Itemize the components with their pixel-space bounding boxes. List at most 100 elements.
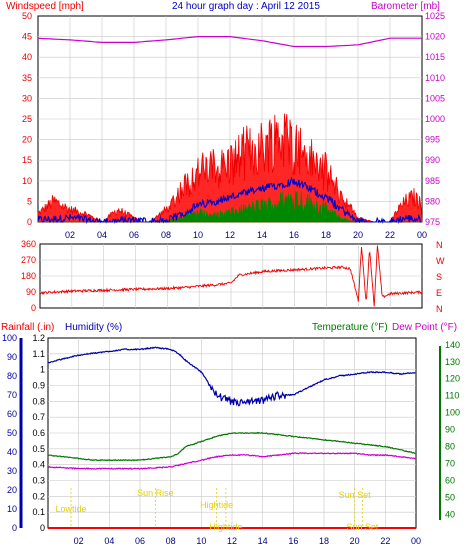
hour-tick-label: 20	[350, 536, 360, 546]
direction-degree-tick-label: 0	[31, 303, 36, 313]
barometer-series-line	[37, 36, 422, 48]
temperature-axis-label: Temperature (°F)	[312, 322, 388, 333]
hour-tick-label: 22	[380, 536, 390, 546]
hour-tick-label: 08	[166, 536, 176, 546]
temperature-tick-label: 40	[445, 509, 455, 519]
temperature-tick-label: 60	[445, 476, 455, 486]
rainfall-tick-label: 1	[40, 365, 45, 375]
hour-tick-label: 18	[319, 536, 329, 546]
event-annotation-label: Hightide	[209, 522, 242, 532]
direction-degree-tick-label: 180	[21, 271, 36, 281]
hour-tick-label: 10	[193, 230, 203, 240]
rainfall-tick-label: 0.3	[32, 476, 45, 486]
dewpoint-series-line	[47, 452, 416, 470]
temperature-tick-label: 140	[445, 340, 460, 350]
windspeed-tick-label: 35	[22, 73, 32, 83]
humidity-tick-label: 70	[7, 390, 17, 400]
barometer-tick-label: 1000	[425, 114, 445, 124]
windspeed-tick-label: 50	[22, 11, 32, 21]
hour-tick-label: 20	[353, 230, 363, 240]
rainfall-tick-label: 0.9	[32, 381, 45, 391]
hour-tick-label: 12	[225, 230, 235, 240]
hour-tick-label: 08	[161, 230, 171, 240]
rainfall-tick-label: 0.6	[32, 428, 45, 438]
temperature-tick-label: 80	[445, 442, 455, 452]
barometer-tick-label: 980	[425, 196, 440, 206]
humidity-tick-label: 20	[7, 485, 17, 495]
compass-tick-label: S	[436, 272, 442, 282]
humidity-tick-label: 60	[7, 409, 17, 419]
temperature-tick-label: 70	[445, 459, 455, 469]
hour-tick-label: 16	[289, 230, 299, 240]
windspeed-tick-label: 25	[22, 114, 32, 124]
temperature-tick-label: 50	[445, 492, 455, 502]
hour-tick-label: 06	[129, 230, 139, 240]
temperature-tick-label: 90	[445, 425, 455, 435]
chart-title: 24 hour graph day : April 12 2015	[172, 1, 320, 12]
rainfall-tick-label: 0.1	[32, 507, 45, 517]
hour-tick-label: 04	[104, 536, 114, 546]
humidity-temperature-panel: 1.21.110.90.80.70.60.50.40.30.20.1010090…	[2, 333, 460, 546]
hour-tick-label: 00	[417, 230, 427, 240]
hour-tick-label: 12	[227, 536, 237, 546]
rainfall-tick-label: 0.2	[32, 491, 45, 501]
compass-tick-label: N	[436, 240, 443, 250]
event-annotation-label: Lowtide	[55, 504, 86, 514]
rainfall-tick-label: 0	[40, 523, 45, 533]
event-annotation-label: Hightide	[200, 500, 233, 510]
barometer-tick-label: 1020	[425, 32, 445, 42]
hour-tick-label: 00	[411, 536, 421, 546]
hour-tick-label: 14	[258, 536, 268, 546]
compass-tick-label: W	[436, 256, 445, 266]
humidity-tick-label: 10	[7, 504, 17, 514]
direction-degree-tick-label: 360	[21, 239, 36, 249]
direction-degree-tick-label: 90	[26, 287, 36, 297]
windspeed-tick-label: 45	[22, 32, 32, 42]
hour-tick-label: 22	[385, 230, 395, 240]
windspeed-axis-label: Windspeed [mph]	[6, 1, 84, 12]
wind-average-series-line	[37, 176, 422, 225]
humidity-tick-label: 30	[7, 466, 17, 476]
hour-tick-label: 02	[74, 536, 84, 546]
temperature-tick-label: 130	[445, 357, 460, 367]
rainfall-tick-label: 1.1	[32, 349, 45, 359]
rainfall-tick-label: 1.2	[32, 333, 45, 343]
wind-direction-series-line	[39, 245, 423, 307]
windspeed-tick-label: 15	[22, 155, 32, 165]
barometer-tick-label: 1015	[425, 52, 445, 62]
barometer-tick-label: 975	[425, 217, 440, 227]
temperature-tick-label: 120	[445, 374, 460, 384]
wind-barometer-panel: 5045403530252015105010251020101510101005…	[22, 11, 445, 240]
compass-tick-label: E	[436, 288, 442, 298]
event-annotation-label: Sun Set	[339, 490, 372, 500]
windspeed-tick-label: 20	[22, 135, 32, 145]
hour-tick-label: 06	[135, 536, 145, 546]
temperature-tick-label: 110	[445, 391, 459, 401]
windspeed-tick-label: 30	[22, 93, 32, 103]
rainfall-axis-label: Rainfall (.in)	[1, 322, 54, 333]
event-annotation-label: Sun Set	[346, 522, 379, 532]
humidity-tick-label: 0	[12, 523, 17, 533]
windspeed-tick-label: 0	[27, 217, 32, 227]
event-annotation-label: Sun Rise	[137, 488, 174, 498]
barometer-tick-label: 990	[425, 155, 440, 165]
rainfall-tick-label: 0.4	[32, 460, 45, 470]
humidity-tick-label: 50	[7, 428, 17, 438]
temperature-series-line	[47, 431, 416, 462]
direction-degree-tick-label: 270	[21, 255, 36, 265]
hour-tick-label: 14	[257, 230, 267, 240]
barometer-axis-label: Barometer [mb]	[371, 1, 440, 12]
hour-tick-label: 16	[288, 536, 298, 546]
barometer-tick-label: 985	[425, 176, 440, 186]
hour-tick-label: 10	[196, 536, 206, 546]
temperature-tick-label: 100	[445, 408, 460, 418]
humidity-tick-label: 80	[7, 371, 17, 381]
barometer-tick-label: 1010	[425, 73, 445, 83]
barometer-tick-label: 1025	[425, 11, 445, 21]
humidity-tick-label: 90	[7, 352, 17, 362]
rainfall-tick-label: 0.8	[32, 396, 45, 406]
rainfall-tick-label: 0.5	[32, 444, 45, 454]
